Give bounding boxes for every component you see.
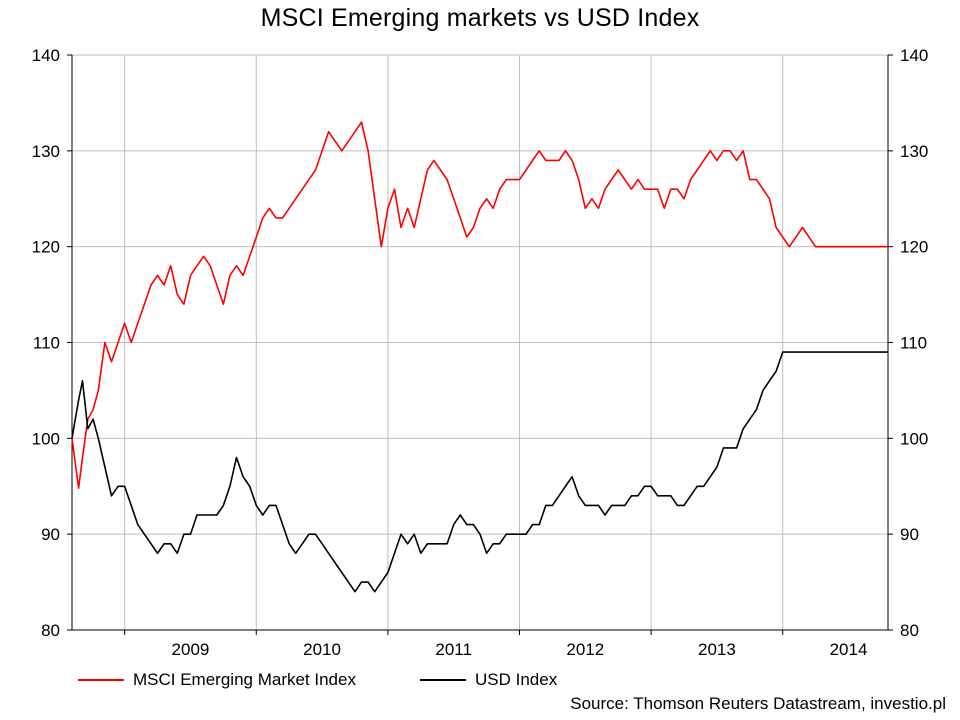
x-tick-label-2012: 2012 xyxy=(566,640,604,659)
y-tick-label-left-130: 130 xyxy=(32,142,60,161)
series-line-0 xyxy=(71,121,888,490)
y-tick-label-right-120: 120 xyxy=(900,238,928,257)
x-tick-label-2011: 2011 xyxy=(435,640,472,659)
y-tick-label-left-110: 110 xyxy=(33,334,60,353)
y-tick-label-right-110: 110 xyxy=(900,334,927,353)
y-tick-label-right-130: 130 xyxy=(900,142,928,161)
legend-item-msci: MSCI Emerging Market Index xyxy=(78,670,356,690)
label-layer: 80 90 100 110 120 130 140 80 90 100 110 120 130 140 20… xyxy=(32,46,929,659)
y-tick-label-left-100: 100 xyxy=(32,429,60,448)
y-tick-label-left-120: 120 xyxy=(32,238,60,257)
legend-label-usd: USD Index xyxy=(475,670,558,689)
series-layer xyxy=(71,121,888,593)
y-tick-label-right-100: 100 xyxy=(900,429,928,448)
x-tick-label-2009: 2009 xyxy=(172,640,210,659)
legend-swatch-usd xyxy=(420,679,466,681)
series-line-1 xyxy=(71,351,888,593)
x-tick-label-2010: 2010 xyxy=(303,640,341,659)
axis-layer xyxy=(67,54,893,635)
y-tick-label-left-90: 90 xyxy=(41,525,60,544)
y-tick-label-right-140: 140 xyxy=(900,46,928,65)
grid-layer xyxy=(72,54,888,631)
y-tick-label-left-140: 140 xyxy=(32,46,60,65)
chart-title: MSCI Emerging markets vs USD Index xyxy=(260,4,700,32)
legend-item-usd: USD Index xyxy=(420,670,557,690)
y-tick-label-left-80: 80 xyxy=(41,621,60,640)
x-tick-label-2014: 2014 xyxy=(830,640,868,659)
x-tick-label-2013: 2013 xyxy=(698,640,736,659)
source-note: Source: Thomson Reuters Datastream, inve… xyxy=(570,694,946,713)
y-tick-label-right-90: 90 xyxy=(900,525,919,544)
legend-label-msci: MSCI Emerging Market Index xyxy=(133,670,356,689)
legend-swatch-msci xyxy=(78,679,124,681)
y-tick-label-right-80: 80 xyxy=(900,621,919,640)
